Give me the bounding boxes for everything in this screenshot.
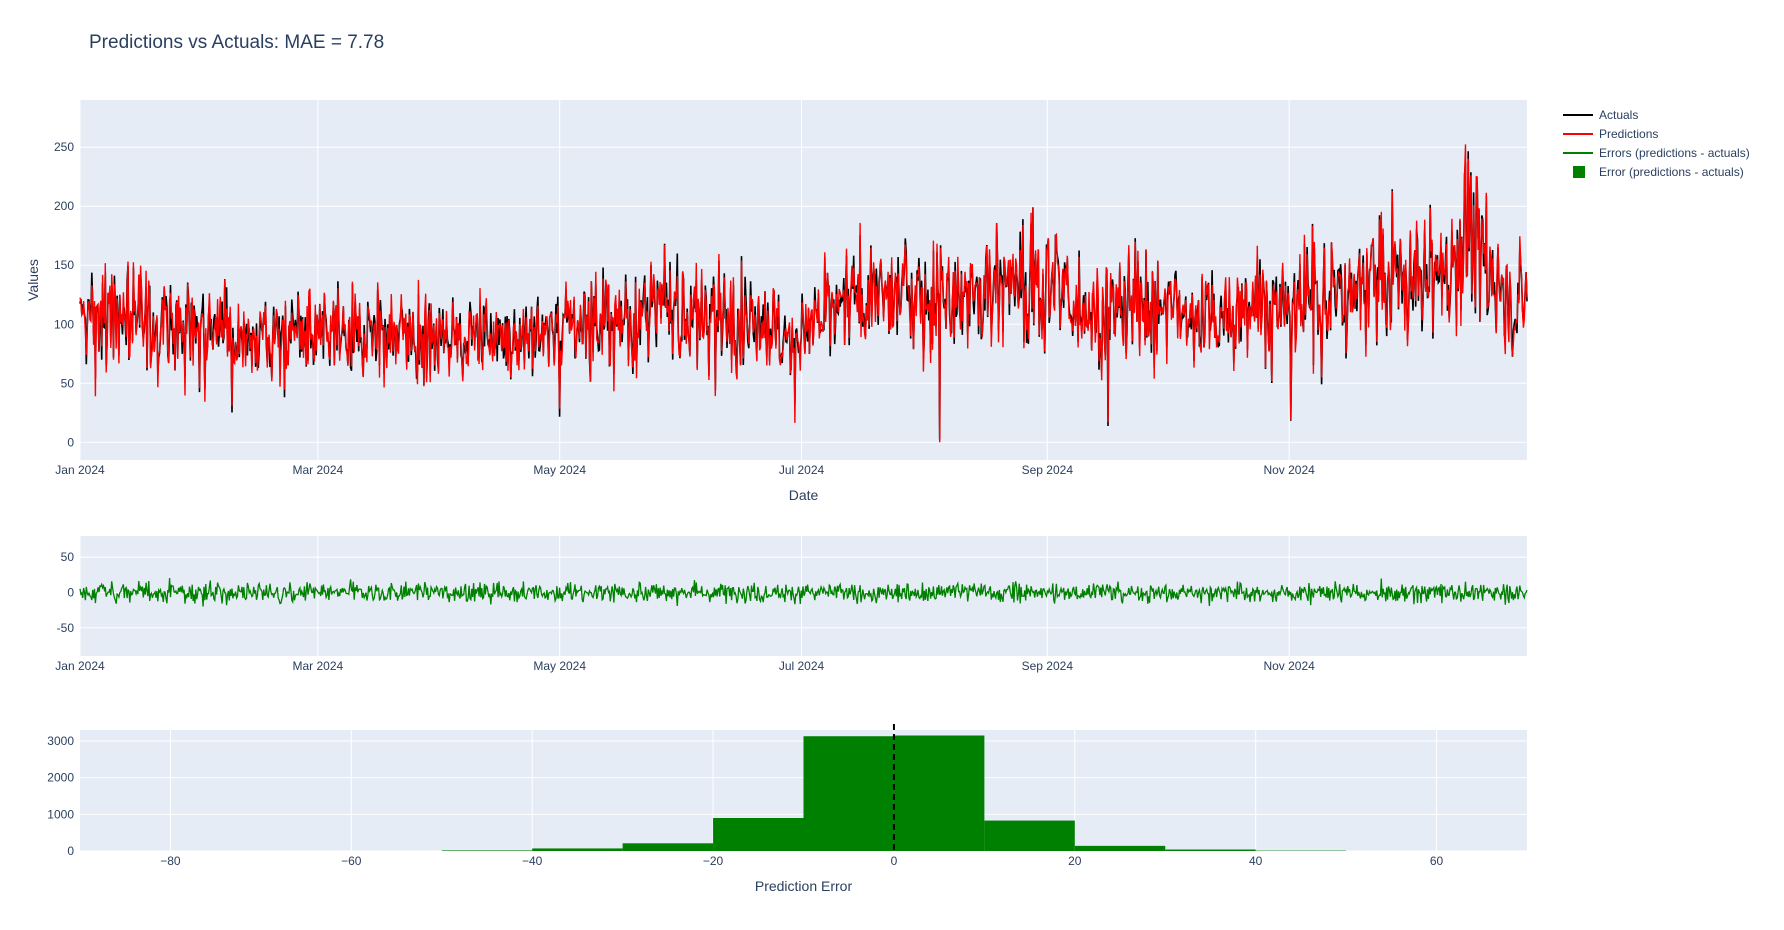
bottom-y-tick-label: 1000 bbox=[47, 807, 74, 821]
top-x-tick-label: Nov 2024 bbox=[1263, 463, 1315, 477]
middle-y-tick-label: 50 bbox=[61, 550, 75, 564]
bottom-x-tick-label: −80 bbox=[160, 854, 181, 868]
top-x-axis-title: Date bbox=[789, 487, 819, 503]
middle-y-tick-label: 0 bbox=[67, 585, 74, 599]
bottom-y-tick-label: 0 bbox=[67, 844, 74, 858]
top-x-tick-label: Jul 2024 bbox=[779, 463, 825, 477]
histogram-bar[interactable] bbox=[441, 850, 533, 851]
top-x-tick-label: Sep 2024 bbox=[1022, 463, 1074, 477]
legend-item-label: Actuals bbox=[1599, 108, 1638, 122]
middle-x-tick-label: Sep 2024 bbox=[1022, 659, 1074, 673]
legend-item-label: Errors (predictions - actuals) bbox=[1599, 146, 1750, 160]
bottom-x-tick-label: 20 bbox=[1068, 854, 1082, 868]
top-y-tick-label: 250 bbox=[54, 140, 74, 154]
errors-series-line[interactable] bbox=[79, 578, 1528, 607]
histogram-bar[interactable] bbox=[713, 818, 804, 851]
middle-y-tick-label: -50 bbox=[57, 621, 75, 635]
bottom-y-tick-label: 2000 bbox=[47, 771, 74, 785]
bottom-y-tick-label: 3000 bbox=[47, 734, 74, 748]
top-plot-area bbox=[80, 100, 1527, 460]
bottom-x-tick-label: 40 bbox=[1249, 854, 1263, 868]
histogram-bar[interactable] bbox=[1165, 849, 1256, 851]
top-y-tick-label: 200 bbox=[54, 199, 74, 213]
predictions-series-line[interactable] bbox=[79, 144, 1528, 443]
histogram-bar[interactable] bbox=[984, 820, 1075, 851]
histogram-bar[interactable] bbox=[532, 848, 623, 851]
legend-square-swatch bbox=[1573, 166, 1585, 178]
bottom-x-tick-label: −60 bbox=[341, 854, 362, 868]
chart-title: Predictions vs Actuals: MAE = 7.78 bbox=[89, 32, 385, 53]
top-y-tick-label: 150 bbox=[54, 258, 74, 272]
top-x-tick-label: May 2024 bbox=[533, 463, 586, 477]
middle-x-tick-label: Jul 2024 bbox=[779, 659, 825, 673]
middle-x-tick-label: May 2024 bbox=[533, 659, 586, 673]
legend-item-label: Error (predictions - actuals) bbox=[1599, 165, 1744, 179]
histogram-bar[interactable] bbox=[622, 843, 714, 851]
top-y-tick-label: 50 bbox=[61, 376, 75, 390]
histogram-bar[interactable] bbox=[893, 735, 985, 852]
bottom-x-axis-title: Prediction Error bbox=[755, 878, 853, 894]
top-y-axis-title: Values bbox=[25, 259, 41, 301]
bottom-x-tick-label: −20 bbox=[703, 854, 724, 868]
top-x-tick-label: Jan 2024 bbox=[55, 463, 105, 477]
middle-x-tick-label: Mar 2024 bbox=[293, 659, 344, 673]
top-x-tick-label: Mar 2024 bbox=[293, 463, 344, 477]
bottom-x-tick-label: 60 bbox=[1430, 854, 1444, 868]
middle-x-tick-label: Jan 2024 bbox=[55, 659, 105, 673]
histogram-bar[interactable] bbox=[1074, 845, 1166, 851]
bottom-x-tick-label: −40 bbox=[522, 854, 543, 868]
top-y-tick-label: 0 bbox=[67, 435, 74, 449]
top-y-tick-label: 100 bbox=[54, 317, 74, 331]
middle-x-tick-label: Nov 2024 bbox=[1263, 659, 1315, 673]
histogram-bar[interactable] bbox=[803, 736, 894, 851]
bottom-x-tick-label: 0 bbox=[891, 854, 898, 868]
legend-item-label: Predictions bbox=[1599, 127, 1658, 141]
